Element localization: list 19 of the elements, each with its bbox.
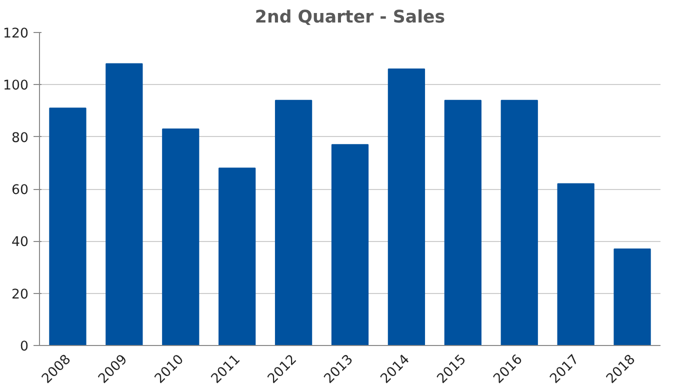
bar — [388, 68, 426, 346]
chart-title: 2nd Quarter - Sales — [254, 8, 446, 28]
y-tick-label: 60 — [12, 183, 29, 198]
bar — [162, 128, 200, 346]
bar — [218, 168, 256, 346]
bar — [274, 100, 312, 346]
y-tick-label: 120 — [3, 26, 29, 42]
bar — [444, 100, 482, 346]
bar — [500, 100, 538, 346]
bar — [614, 248, 651, 346]
y-tick-label: 80 — [12, 130, 29, 146]
y-tick-label: 20 — [12, 287, 29, 302]
bar — [106, 63, 143, 346]
bar — [49, 108, 86, 346]
y-tick-label: 100 — [3, 78, 29, 94]
y-tick-label: 0 — [20, 340, 29, 354]
bar — [557, 183, 594, 346]
y-tick-label: 40 — [12, 235, 29, 250]
bar — [331, 144, 369, 346]
